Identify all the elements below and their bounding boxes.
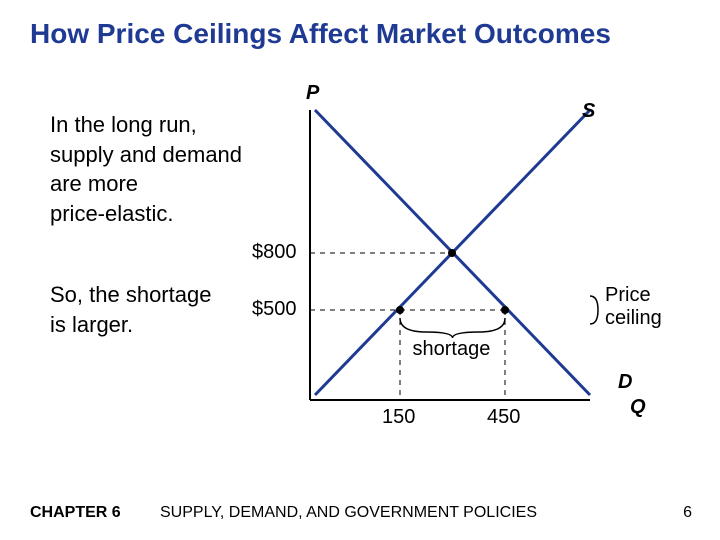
equilibrium-price-label: $800	[252, 241, 297, 264]
page-number: 6	[683, 504, 692, 522]
shortage-brace	[400, 318, 505, 338]
supply-label: S	[582, 100, 595, 123]
qd-point	[501, 306, 509, 314]
q-axis-label: Q	[630, 396, 646, 419]
price-ceiling-label: Priceceiling	[605, 284, 662, 330]
demand-label: D	[618, 371, 632, 394]
shortage-label: shortage	[413, 338, 491, 361]
footer-chapter: CHAPTER 6	[30, 504, 121, 522]
price-ceiling-bracket	[590, 296, 598, 324]
footer-subtitle: SUPPLY, DEMAND, AND GOVERNMENT POLICIES	[160, 504, 537, 522]
qs-tick-label: 150	[382, 406, 415, 429]
supply-demand-chart	[0, 0, 720, 540]
qs-point	[396, 306, 404, 314]
qd-tick-label: 450	[487, 406, 520, 429]
p-axis-label: P	[306, 82, 319, 105]
equilibrium-point	[448, 249, 456, 257]
ceiling-price-label: $500	[252, 298, 297, 321]
